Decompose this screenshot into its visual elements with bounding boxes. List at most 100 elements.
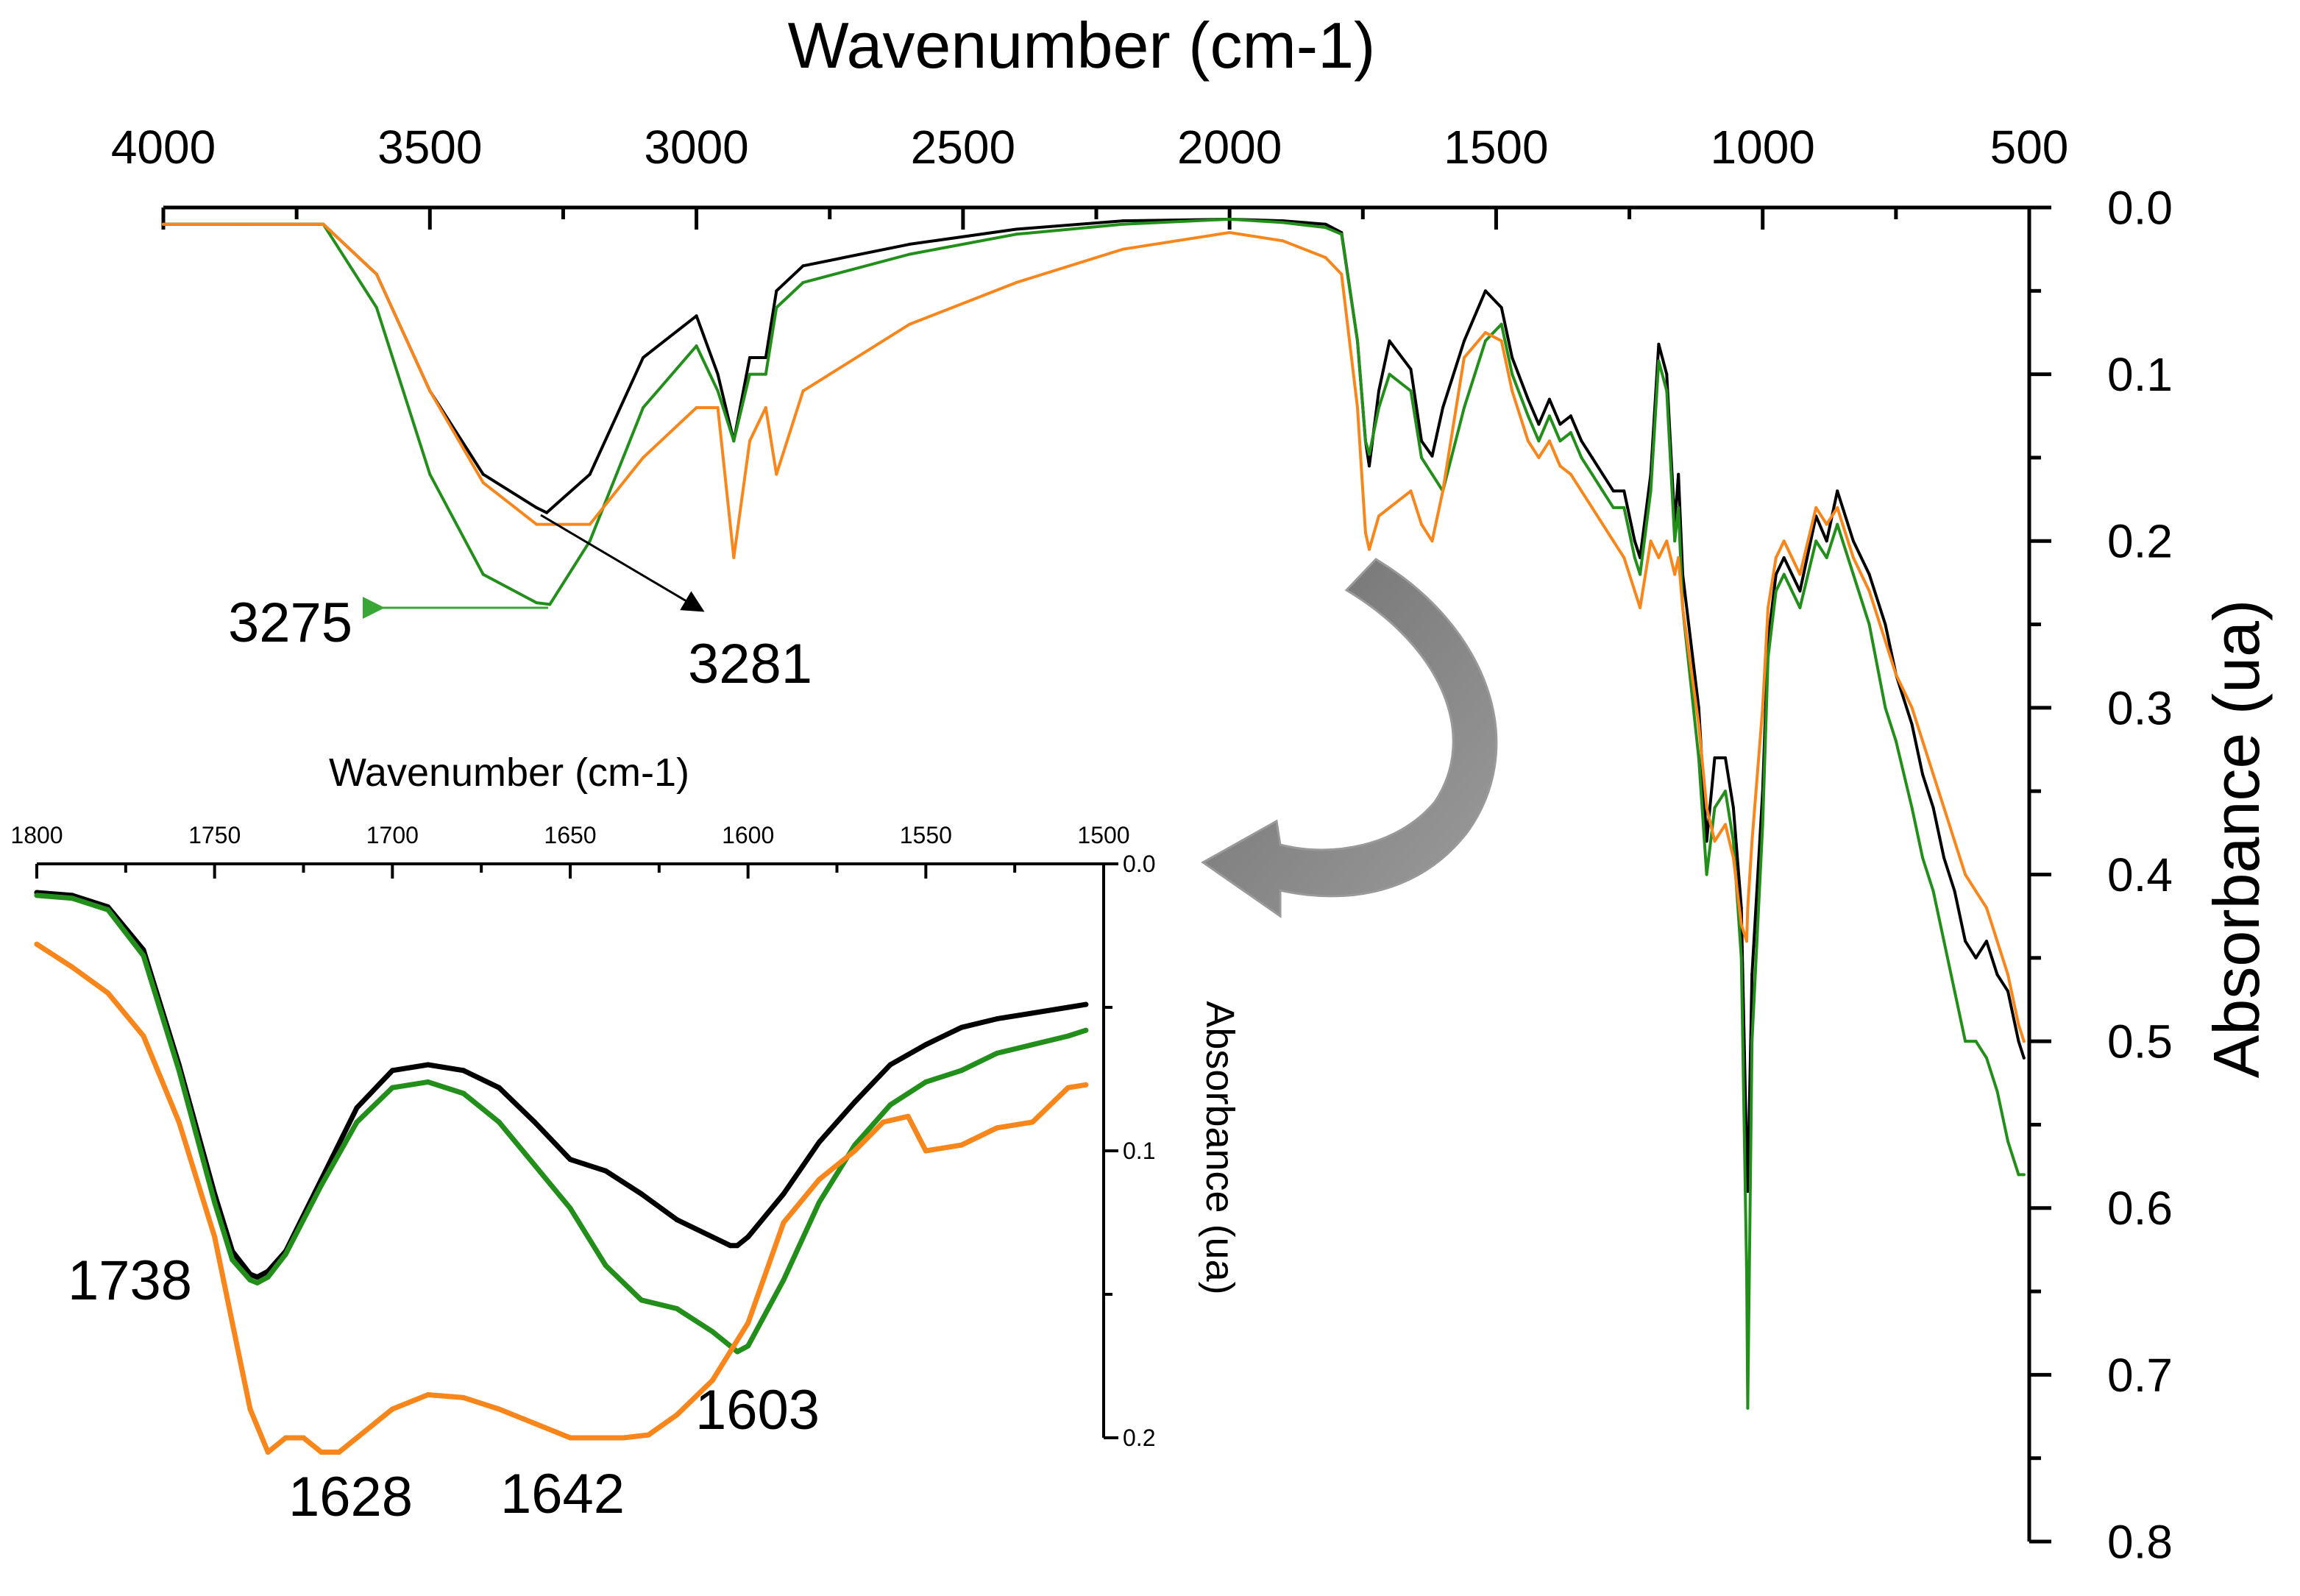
main-point-black: [1441, 406, 1444, 409]
inset-point-orange: [336, 1450, 342, 1455]
main-x-tick-label: 1500: [1444, 121, 1548, 174]
inset-point-orange: [567, 1435, 573, 1441]
main-point-orange: [1420, 522, 1423, 526]
inset-point-orange: [265, 1450, 271, 1455]
main-point-black: [1590, 455, 1594, 459]
main-point-orange: [775, 472, 778, 476]
main-point-orange: [1409, 489, 1413, 493]
main-point-green: [2017, 1173, 2020, 1177]
main-point-orange: [1750, 840, 1754, 843]
inset-series: [34, 890, 1089, 1455]
main-point-green: [1601, 489, 1605, 493]
main-point-green: [1953, 990, 1956, 993]
inset-point-green: [532, 1163, 538, 1168]
inset-peak-label-1642: 1642: [500, 1463, 625, 1525]
main-point-black: [1463, 339, 1466, 343]
main-point-black: [1985, 940, 1988, 943]
main-point-black: [748, 356, 751, 359]
main-point-green: [1388, 372, 1391, 376]
inset-point-black: [674, 1217, 680, 1223]
inset-point-orange: [105, 990, 111, 996]
main-point-orange: [1894, 673, 1898, 676]
main-point-orange: [1767, 606, 1770, 609]
inset-point-black: [852, 1099, 858, 1105]
main-point-black: [481, 472, 485, 476]
main-point-orange: [322, 222, 325, 226]
inset-point-black: [734, 1243, 740, 1249]
inset-point-orange: [709, 1377, 715, 1383]
main-point-green: [548, 603, 552, 606]
main-point-green: [1746, 1406, 1750, 1410]
main-point-green: [1511, 372, 1514, 376]
main-point-green: [1985, 1056, 1988, 1060]
main-point-black: [1995, 973, 1999, 976]
main-point-black: [1851, 539, 1855, 543]
main-point-black: [1611, 489, 1615, 493]
main-point-green: [695, 344, 698, 348]
main-point-green: [1841, 539, 1845, 543]
inset-point-black: [496, 1085, 502, 1090]
inset-point-black: [1029, 1010, 1035, 1016]
main-point-orange: [1677, 556, 1680, 559]
main-point-black: [1547, 397, 1551, 401]
main-point-orange: [748, 439, 751, 443]
inset-point-green: [1029, 1042, 1035, 1048]
inset-point-orange: [212, 1234, 218, 1240]
inset-x-tick-label: 1700: [366, 822, 419, 848]
inset-point-black: [567, 1157, 573, 1163]
main-point-orange: [1015, 281, 1018, 284]
main-point-green: [1995, 1090, 1999, 1093]
main-point-black: [2006, 990, 2009, 993]
main-point-green: [1463, 406, 1466, 409]
inset-point-green: [674, 1306, 680, 1311]
inset-point-orange: [230, 1320, 235, 1326]
main-point-green: [1340, 233, 1344, 236]
inset-x-tick-label: 1550: [900, 822, 952, 848]
main-point-black: [1526, 397, 1530, 401]
inset-point-black: [959, 1024, 965, 1030]
main-y-tick-label: 0.8: [2107, 1515, 2173, 1568]
main-chart: Wavenumber (cm-1) Absorbance (ua) 4000 35…: [111, 9, 2273, 1568]
inset-point-orange: [781, 1220, 787, 1225]
inset-point-green: [639, 1297, 645, 1303]
inset-point-orange: [745, 1320, 751, 1326]
main-y-tick-label: 0.2: [2107, 515, 2173, 568]
main-point-black: [1974, 956, 1978, 960]
main-point-orange: [2017, 1023, 2020, 1026]
main-point-green: [1622, 506, 1626, 509]
main-point-black: [1724, 756, 1727, 759]
main-point-green: [1420, 455, 1423, 459]
main-point-orange: [241, 222, 245, 226]
main-y-tick-label: 0.0: [2107, 181, 2173, 234]
inset-point-orange: [645, 1432, 651, 1438]
inset-x-tick-label: 1500: [1077, 822, 1129, 848]
inset-point-green: [887, 1102, 893, 1108]
main-point-black: [1953, 890, 1956, 893]
main-point-green: [481, 572, 485, 576]
main-point-green: [1611, 506, 1615, 509]
main-point-green: [1580, 455, 1583, 459]
main-point-green: [1368, 453, 1371, 456]
main-point-green: [1713, 806, 1717, 809]
inset-point-green: [141, 953, 146, 959]
main-point-green: [1974, 1040, 1978, 1043]
main-point-black: [695, 314, 698, 318]
main-point-orange: [1537, 455, 1541, 459]
main-point-black: [764, 356, 767, 359]
inset-point-black: [816, 1139, 822, 1145]
main-point-green: [1724, 790, 1727, 793]
main-point-orange: [1964, 873, 1967, 876]
main-point-orange: [1363, 531, 1367, 534]
main-point-black: [1558, 422, 1562, 426]
main-point-orange: [1657, 556, 1661, 559]
inset-point-orange: [596, 1435, 602, 1441]
inset-point-black: [603, 1168, 608, 1174]
inset-point-black: [1065, 1004, 1071, 1010]
inset-point-black: [639, 1191, 645, 1196]
inset-point-orange: [354, 1435, 360, 1441]
main-point-black: [1825, 539, 1828, 543]
main-point-orange: [1995, 940, 1999, 943]
inset-point-green: [709, 1329, 715, 1335]
main-point-orange: [908, 322, 912, 326]
inset-x-tick-label: 1800: [10, 822, 63, 848]
